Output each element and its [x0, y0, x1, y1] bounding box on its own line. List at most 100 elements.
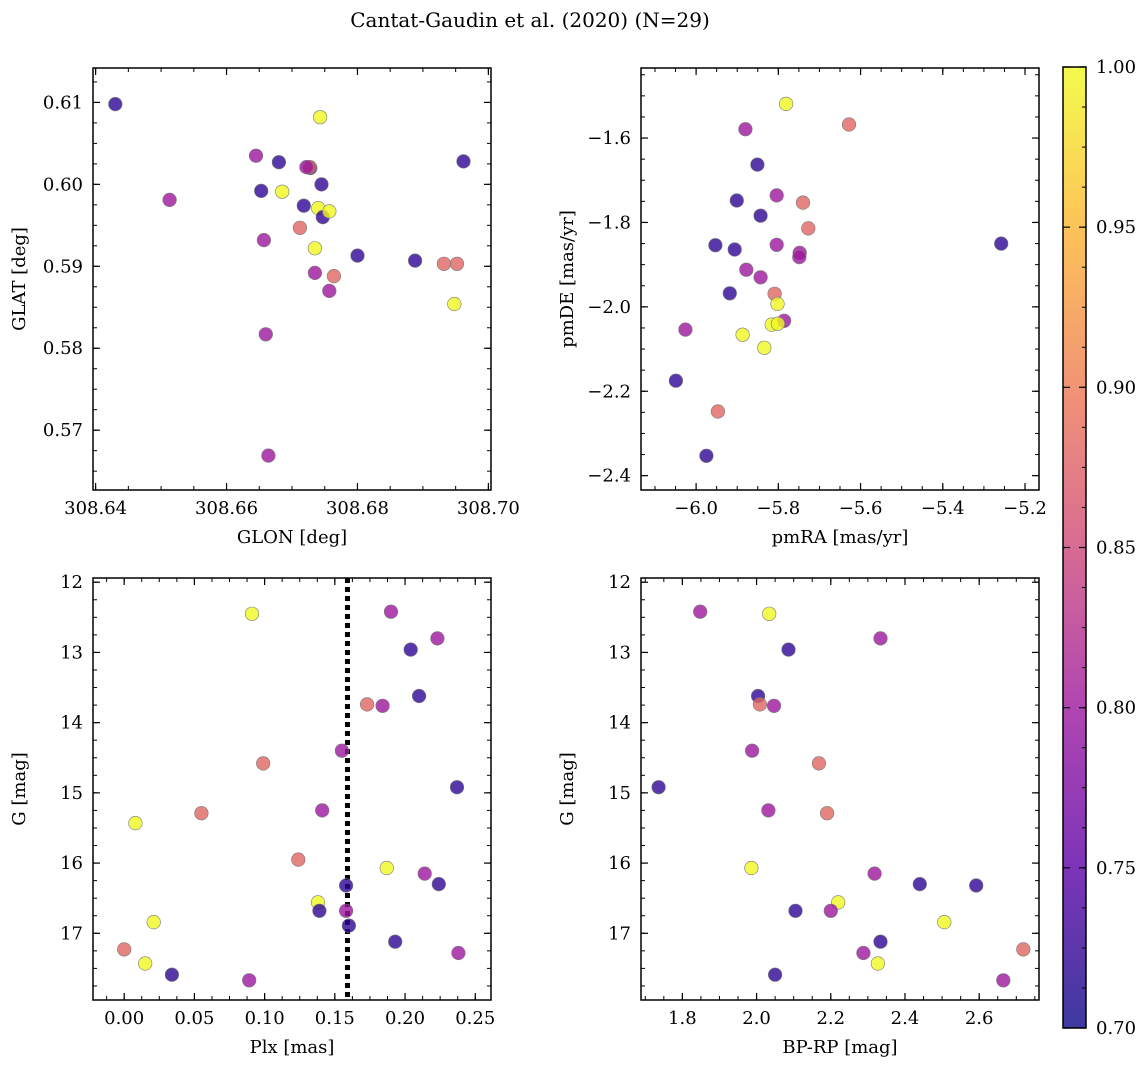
x-axis-label: BP-RP [mag] [782, 1037, 897, 1058]
data-point [873, 631, 888, 646]
data-point [823, 903, 838, 918]
data-point [788, 903, 803, 918]
data-point [436, 256, 452, 271]
y-tick-label: 15 [608, 783, 631, 804]
data-point [334, 743, 350, 758]
y-tick-label: 0.61 [43, 92, 83, 113]
data-point [912, 876, 927, 892]
data-point [258, 327, 273, 342]
y-tick-label: 15 [60, 783, 83, 804]
data-point [322, 283, 337, 299]
colorbar-tick-label: 0.95 [1096, 217, 1136, 238]
colorbar-tick-label: 0.90 [1096, 377, 1136, 398]
y-axis-label: GLAT [deg] [9, 227, 30, 331]
data-point [417, 866, 432, 881]
data-point [388, 934, 403, 949]
axes-frame [92, 67, 492, 491]
y-tick-label: 14 [608, 713, 631, 734]
data-point [867, 866, 882, 881]
y-tick-label: −2.2 [587, 381, 631, 402]
panel-2: −6.0 −5.8 −5.6 −5.4 −5.2 −1.6 −1.8 −2.0 −2.2 −2.4… [557, 67, 1047, 548]
data-point [778, 96, 794, 111]
data-point [727, 242, 742, 257]
y-tick-label: 14 [60, 713, 83, 734]
x-axis-label: Plx [mas] [250, 1037, 335, 1058]
data-point [668, 373, 684, 388]
data-point [744, 860, 759, 876]
x-tick-label: 0.25 [455, 1008, 495, 1029]
y-tick-label: 17 [608, 923, 631, 944]
y-tick-label: 16 [608, 853, 631, 874]
data-point [339, 903, 354, 918]
data-point [819, 806, 835, 821]
data-point [937, 914, 952, 930]
data-point [379, 860, 394, 876]
y-tick-label: −1.6 [587, 128, 631, 149]
data-point [256, 756, 271, 771]
colorbar-tick-label: 1.00 [1096, 57, 1136, 78]
data-point [275, 184, 290, 199]
x-tick-label: 0.10 [245, 1008, 285, 1029]
data-point [744, 743, 760, 758]
colorbar-tick-label: 0.70 [1096, 1018, 1136, 1039]
data-point [969, 878, 984, 893]
data-point [292, 220, 308, 235]
data-point [296, 198, 311, 213]
data-point [146, 914, 161, 930]
data-point [322, 204, 337, 219]
data-point [408, 253, 423, 268]
panel-1: 308.64 308.66 308.68 308.70 0.57 0.58 0.59 0.60… [9, 67, 520, 548]
y-tick-label: 13 [608, 642, 631, 663]
data-point [811, 756, 827, 771]
data-point [108, 96, 123, 112]
x-tick-label: 2.4 [891, 1008, 920, 1029]
y-axis-label: G [mag] [557, 752, 578, 825]
x-tick-label: −5.2 [1003, 498, 1047, 519]
data-point [254, 183, 269, 198]
data-point [162, 192, 177, 207]
data-point [739, 262, 754, 277]
data-point [307, 265, 323, 281]
y-tick-label: 0.58 [43, 338, 83, 359]
data-point [271, 155, 287, 170]
data-point [693, 604, 708, 619]
y-tick-label: 0.60 [43, 174, 83, 195]
data-point [752, 697, 768, 712]
y-tick-label: 17 [60, 923, 83, 944]
data-point [291, 852, 306, 867]
data-point [412, 688, 427, 704]
data-point [678, 322, 693, 337]
axes-frame [92, 577, 492, 1001]
data-point [194, 806, 209, 821]
data-point [769, 188, 784, 203]
panel-3: 0.00 0.05 0.10 0.15 0.20 0.25 12 13 14 15 16 17 Plx … [9, 572, 495, 1058]
data-point [242, 973, 257, 988]
colorbar-tick-label: 0.85 [1096, 538, 1136, 559]
data-point [792, 250, 807, 265]
data-point [326, 269, 342, 284]
data-point [996, 973, 1011, 988]
y-tick-label: 12 [608, 572, 631, 593]
data-point [1016, 942, 1031, 957]
scatter-panels: 308.64 308.66 308.68 308.70 0.57 0.58 0.59 0.60… [9, 67, 1047, 1058]
data-point [994, 236, 1009, 251]
data-point [430, 631, 445, 646]
data-point [781, 642, 796, 657]
data-point [447, 296, 462, 312]
data-point [431, 876, 446, 892]
data-point [729, 193, 744, 208]
x-tick-label: 1.8 [668, 1008, 697, 1029]
y-tick-label: −1.8 [587, 212, 631, 233]
data-point [708, 238, 723, 253]
x-tick-label: 2.0 [742, 1008, 771, 1029]
x-tick-label: 308.66 [195, 498, 258, 519]
data-point [256, 233, 272, 248]
data-point [738, 122, 753, 137]
x-tick-label: 0.15 [315, 1008, 355, 1029]
data-point [770, 296, 785, 312]
panel-4: 1.8 2.0 2.2 2.4 2.6 12 13 14 15 16 17 BP-RP [mag] G … [557, 572, 1040, 1058]
colorbar: 0.70 0.75 0.80 0.85 0.90 0.95 1.00 [1062, 57, 1136, 1039]
data-point [339, 878, 354, 893]
data-point [451, 945, 466, 961]
data-point [699, 448, 714, 463]
